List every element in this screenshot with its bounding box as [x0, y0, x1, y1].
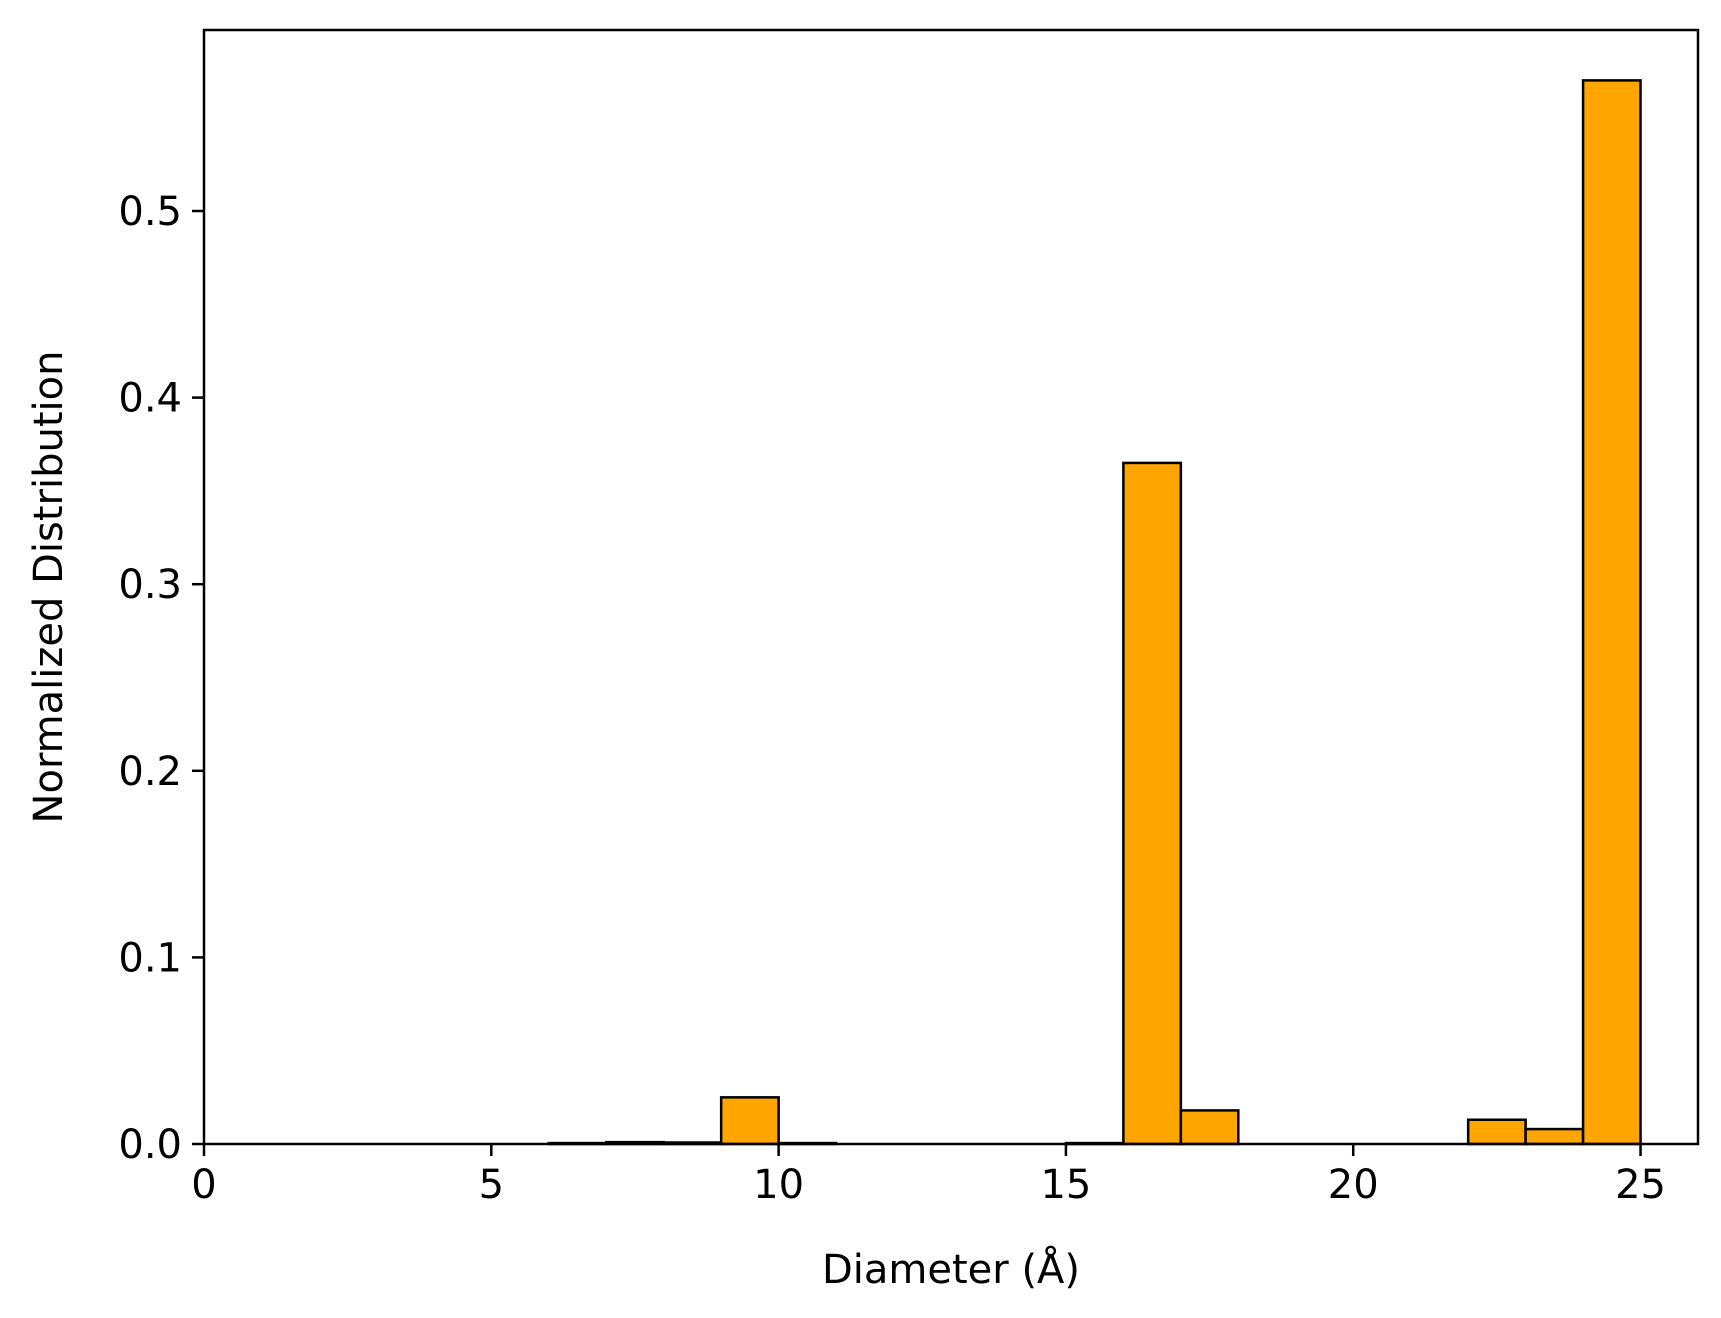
- histogram-bar: [1583, 80, 1640, 1144]
- x-tick-label: 20: [1328, 1162, 1379, 1208]
- y-axis-label: Normalized Distribution: [26, 351, 72, 824]
- histogram-bar: [1123, 463, 1180, 1144]
- y-tick-label: 0.2: [118, 749, 182, 795]
- histogram-bar: [1468, 1120, 1525, 1144]
- x-tick-label: 25: [1615, 1162, 1666, 1208]
- y-tick-label: 0.4: [118, 376, 182, 422]
- x-tick-label: 0: [191, 1162, 216, 1208]
- x-tick-label: 5: [479, 1162, 504, 1208]
- histogram-bar: [721, 1097, 778, 1144]
- histogram-bar: [1181, 1110, 1238, 1144]
- x-tick-label: 15: [1040, 1162, 1091, 1208]
- histogram-bar: [1526, 1129, 1583, 1144]
- y-tick-label: 0.3: [118, 562, 182, 608]
- y-tick-label: 0.5: [118, 189, 182, 235]
- y-tick-label: 0.0: [118, 1122, 182, 1168]
- y-tick-label: 0.1: [118, 935, 182, 981]
- x-axis-label: Diameter (Å): [822, 1245, 1080, 1293]
- x-tick-label: 10: [753, 1162, 804, 1208]
